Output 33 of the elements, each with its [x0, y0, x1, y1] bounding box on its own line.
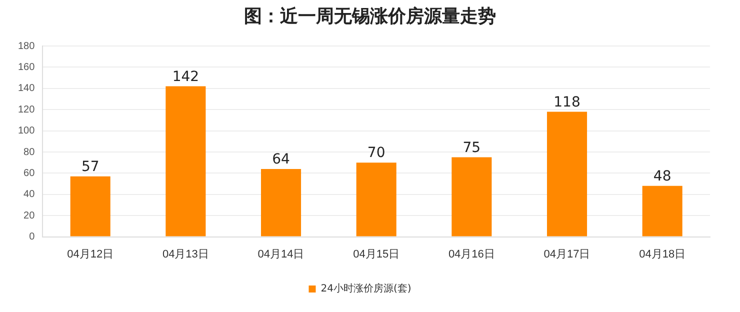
chart-title: 图：近一周无锡涨价房源量走势: [243, 5, 497, 29]
x-tick-label: 04月17日: [544, 248, 590, 260]
data-label: 70: [367, 145, 386, 162]
data-label: 75: [462, 140, 481, 156]
data-label: 118: [554, 94, 580, 110]
y-tick-label: 160: [18, 62, 36, 73]
bar: [452, 157, 492, 236]
y-tick-label: 180: [18, 40, 36, 52]
bar: [546, 112, 588, 236]
y-tick-label: 40: [24, 189, 36, 200]
bar: [166, 86, 206, 236]
y-tick-label: 0: [29, 232, 36, 243]
data-label: 142: [172, 68, 200, 85]
bar: [260, 168, 302, 236]
x-tick-label: 04月14日: [258, 248, 304, 260]
bar: [642, 186, 682, 236]
x-tick-label: 04月15日: [353, 248, 400, 260]
data-label: 64: [272, 152, 290, 168]
y-tick-label: 120: [18, 104, 36, 116]
data-label: 48: [653, 168, 672, 185]
x-tick-label: 04月13日: [162, 248, 209, 260]
x-tick-label: 04月12日: [67, 248, 114, 260]
bar: [70, 176, 110, 236]
data-label: 57: [81, 159, 100, 176]
x-tick-label: 04月16日: [448, 248, 495, 260]
y-tick-label: 140: [18, 83, 36, 94]
y-tick-label: 80: [24, 146, 36, 158]
bar: [356, 162, 396, 236]
legend-label: 24小时涨价房源(套): [320, 282, 412, 295]
y-tick-label: 100: [18, 126, 36, 137]
y-tick-label: 20: [24, 210, 36, 222]
y-tick-label: 60: [24, 168, 36, 179]
x-tick-label: 04月18日: [639, 248, 686, 260]
